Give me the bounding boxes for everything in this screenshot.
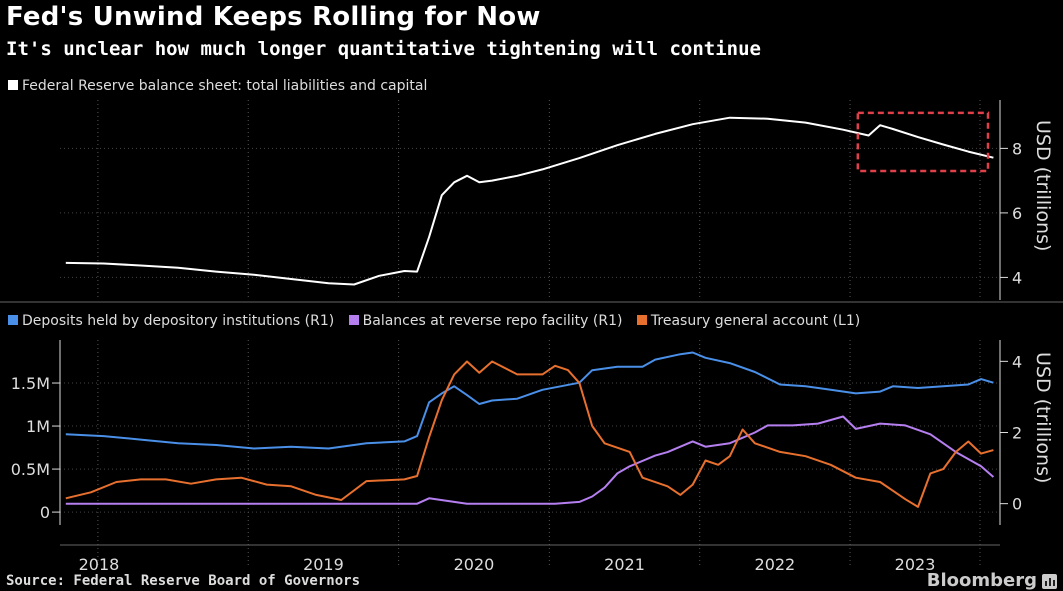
series-line-balance-sheet xyxy=(65,116,994,286)
top-ytick-label: 4 xyxy=(1012,268,1022,287)
right-ytick-label: 2 xyxy=(1012,424,1022,443)
legend-swatch-deposits xyxy=(8,315,18,325)
legend-swatch-balance-sheet xyxy=(8,80,18,90)
top-ytick-label: 8 xyxy=(1012,139,1022,158)
legend-item-tga: Treasury general account (L1) xyxy=(636,313,861,329)
legend-label-tga: Treasury general account (L1) xyxy=(650,313,861,329)
legend-label-reverse-repo: Balances at reverse repo facility (R1) xyxy=(362,313,623,329)
x-tick-label: 2021 xyxy=(604,555,645,574)
left-ytick-label: 0.5M xyxy=(11,460,50,479)
right-ytick-label: 4 xyxy=(1012,352,1022,371)
legend-item-reverse-repo: Balances at reverse repo facility (R1) xyxy=(348,313,623,329)
bottom-ylabel: USD (trillions) xyxy=(1032,352,1054,483)
legend-item-deposits: Deposits held by depository institutions… xyxy=(8,313,334,329)
x-tick-label: 2018 xyxy=(79,555,120,574)
x-tick-label: 2023 xyxy=(895,555,936,574)
x-tick-label: 2022 xyxy=(755,555,796,574)
highlight-box xyxy=(856,111,990,173)
left-ytick-label: 1M xyxy=(26,417,50,436)
left-ytick-label: 1.5M xyxy=(11,374,50,393)
x-tick-label: 2020 xyxy=(454,555,495,574)
legend-swatch-tga xyxy=(636,315,647,325)
bloomberg-logo-text: Bloomberg xyxy=(926,570,1037,591)
legend-swatch-reverse-repo xyxy=(348,315,359,325)
chart-subtitle: It's unclear how much longer quantitativ… xyxy=(6,38,761,60)
bloomberg-chart-icon xyxy=(1042,574,1057,589)
series-line-tga xyxy=(65,360,994,508)
top-ytick-label: 6 xyxy=(1012,204,1022,223)
source-note: Source: Federal Reserve Board of Governo… xyxy=(6,573,361,589)
top-ylabel: USD (trillions) xyxy=(1032,120,1054,251)
series-line-deposits xyxy=(65,351,994,450)
left-ytick-label: 0 xyxy=(40,503,50,522)
x-tick-label: 2019 xyxy=(303,555,344,574)
legend-label-deposits: Deposits held by depository institutions… xyxy=(22,313,335,329)
right-ytick-label: 0 xyxy=(1012,495,1022,514)
chart-title: Fed's Unwind Keeps Rolling for Now xyxy=(6,2,541,32)
legend-label-balance-sheet: Federal Reserve balance sheet: total lia… xyxy=(22,78,428,94)
top-legend: Federal Reserve balance sheet: total lia… xyxy=(8,78,427,94)
bottom-legend: Deposits held by depository institutions… xyxy=(8,313,870,329)
series-line-reverse-repo xyxy=(65,415,995,505)
